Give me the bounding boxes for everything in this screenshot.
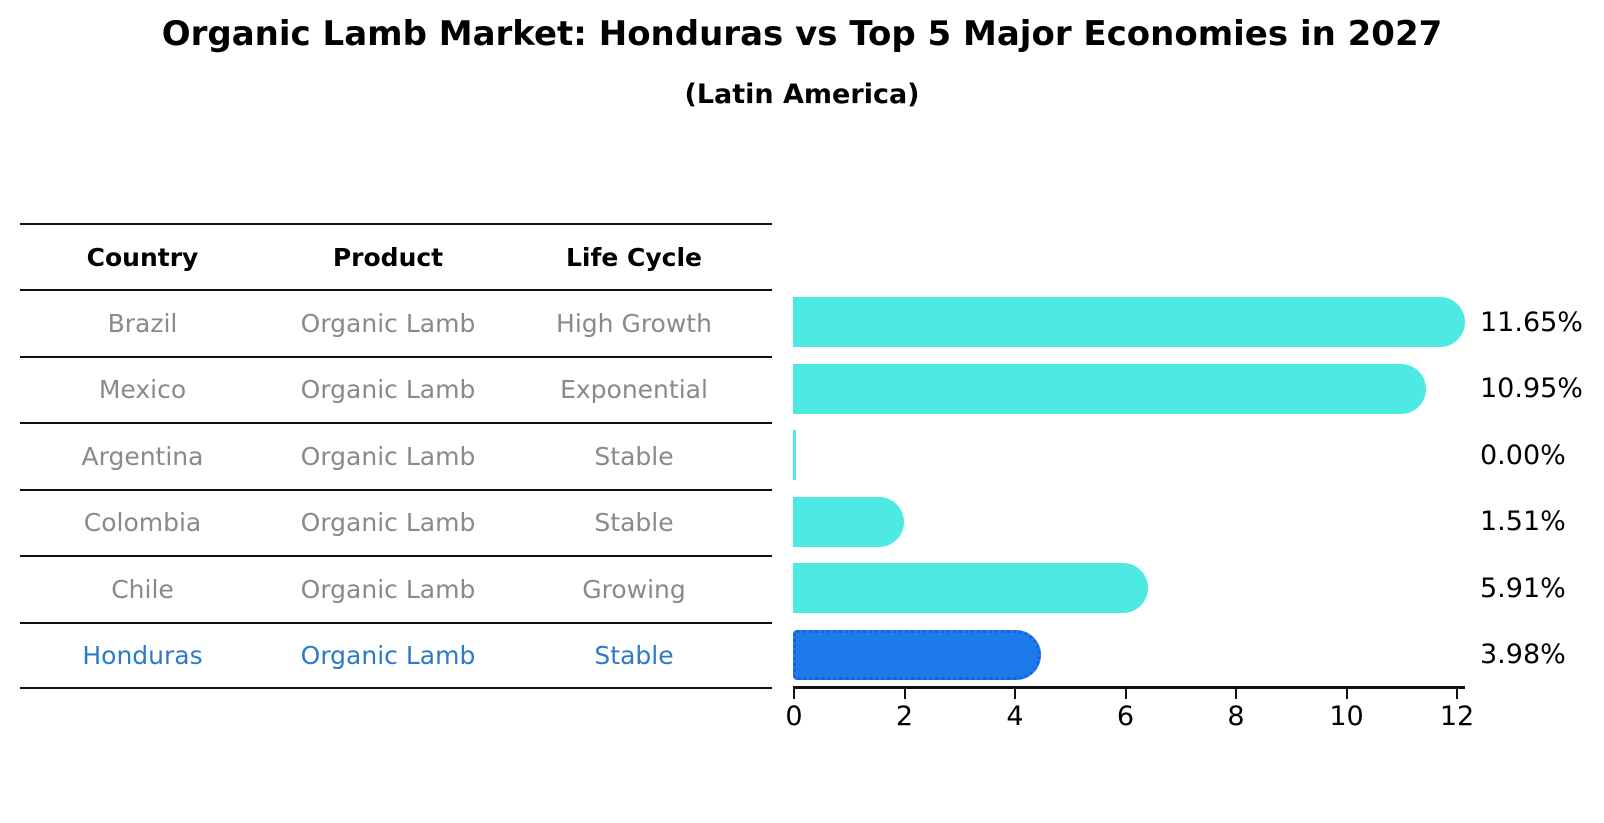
cell-country: Mexico bbox=[98, 375, 187, 405]
cell-country: Brazil bbox=[107, 308, 178, 338]
cell-life-cycle: Growing bbox=[582, 574, 686, 604]
column-header-product: Product bbox=[332, 242, 444, 272]
x-tick-label-0: 0 bbox=[785, 701, 803, 732]
x-tick-mark-4 bbox=[1014, 689, 1016, 699]
cell-country: Argentina bbox=[81, 441, 204, 471]
table-row-mexico: Mexico Organic Lamb Exponential bbox=[20, 355, 772, 423]
cell-life-cycle: Exponential bbox=[560, 375, 708, 405]
x-tick-label-12: 12 bbox=[1439, 701, 1475, 732]
bar-value-brazil: 11.65% bbox=[1480, 306, 1583, 338]
cell-product: Organic Lamb bbox=[300, 508, 476, 538]
table-row-chile: Chile Organic Lamb Growing bbox=[20, 555, 772, 622]
bar-colombia bbox=[793, 496, 905, 547]
x-axis-line bbox=[793, 686, 1465, 689]
chart-subtitle: (Latin America) bbox=[684, 79, 920, 110]
x-tick-mark-10 bbox=[1345, 689, 1348, 699]
cell-country: Colombia bbox=[83, 508, 202, 538]
x-tick-mark-0 bbox=[793, 689, 795, 699]
table-row-colombia: Colombia Organic Lamb Stable bbox=[20, 488, 772, 556]
table-row-argentina: Argentina Organic Lamb Stable bbox=[20, 422, 772, 489]
bar-mexico bbox=[793, 363, 1426, 414]
column-header-life-cycle: Life Cycle bbox=[565, 242, 703, 272]
cell-life-cycle: Stable bbox=[594, 441, 674, 471]
x-tick-mark-12 bbox=[1456, 689, 1458, 699]
x-tick-label-6: 6 bbox=[1116, 701, 1135, 732]
table-row-brazil: Brazil Organic Lamb High Growth bbox=[20, 289, 772, 356]
table-bottom-rule bbox=[20, 687, 772, 689]
cell-product: Organic Lamb bbox=[300, 375, 476, 405]
cell-country: Chile bbox=[111, 574, 174, 604]
x-tick-mark-2 bbox=[903, 689, 906, 699]
x-tick-mark-8 bbox=[1235, 689, 1237, 699]
bar-argentina bbox=[793, 430, 796, 480]
cell-life-cycle: High Growth bbox=[556, 308, 712, 338]
x-tick-label-8: 8 bbox=[1227, 701, 1245, 732]
x-tick-label-2: 2 bbox=[895, 701, 914, 732]
bar-chile bbox=[793, 563, 1148, 613]
bar-value-colombia: 1.51% bbox=[1480, 506, 1566, 538]
bar-value-mexico: 10.95% bbox=[1480, 373, 1583, 405]
cell-life-cycle: Stable bbox=[594, 641, 674, 671]
cell-product: Organic Lamb bbox=[300, 574, 476, 604]
bar-brazil bbox=[793, 297, 1465, 347]
x-tick-mark-6 bbox=[1124, 689, 1127, 699]
bar-value-chile: 5.91% bbox=[1480, 572, 1566, 604]
x-tick-label-10: 10 bbox=[1329, 701, 1364, 732]
bar-value-argentina: 0.00% bbox=[1480, 439, 1566, 471]
table-header-row: Country Product Life Cycle bbox=[20, 223, 772, 289]
cell-product: Organic Lamb bbox=[300, 441, 476, 471]
bar-value-honduras: 3.98% bbox=[1480, 639, 1566, 671]
x-tick-label-4: 4 bbox=[1006, 701, 1024, 732]
table-row-honduras: Honduras Organic Lamb Stable bbox=[20, 621, 772, 689]
cell-product: Organic Lamb bbox=[300, 308, 476, 338]
bar-honduras bbox=[793, 629, 1041, 680]
cell-life-cycle: Stable bbox=[594, 508, 674, 538]
cell-country: Honduras bbox=[82, 641, 203, 671]
column-header-country: Country bbox=[86, 242, 199, 272]
chart-title: Organic Lamb Market: Honduras vs Top 5 M… bbox=[161, 14, 1443, 54]
cell-product: Organic Lamb bbox=[300, 641, 476, 671]
